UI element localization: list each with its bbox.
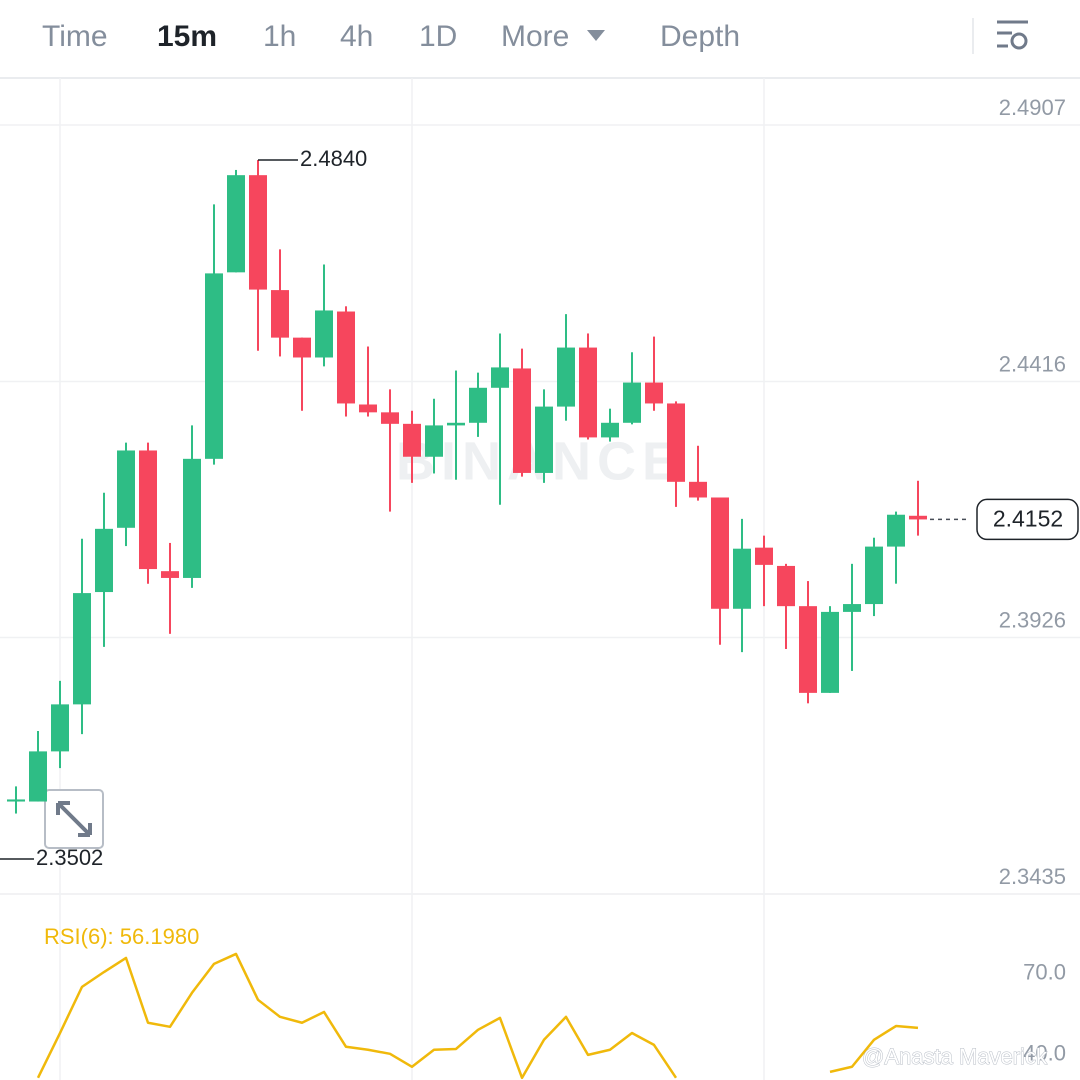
candle-body bbox=[381, 412, 399, 424]
tab[interactable]: 4h bbox=[340, 20, 373, 53]
candle-body bbox=[909, 515, 927, 520]
candle-body bbox=[117, 450, 135, 528]
candle-body bbox=[645, 382, 663, 404]
tab[interactable]: More bbox=[501, 20, 569, 53]
candle-body bbox=[139, 450, 157, 570]
candle-body bbox=[755, 547, 773, 565]
min-label: 2.3502 bbox=[36, 845, 103, 870]
candle-body bbox=[887, 514, 905, 547]
candle-body bbox=[865, 546, 883, 605]
candle-body bbox=[535, 406, 553, 473]
expand-button[interactable] bbox=[44, 789, 104, 849]
tab[interactable]: 1h bbox=[263, 20, 296, 53]
indicator-title: RSI(6): 56.1980 bbox=[44, 924, 199, 949]
candle-body bbox=[469, 387, 487, 423]
candle-body bbox=[95, 528, 113, 593]
candle-body bbox=[843, 604, 861, 612]
candle-body bbox=[183, 458, 201, 578]
y-tick-label: 2.3435 bbox=[999, 864, 1066, 889]
candle-body bbox=[227, 175, 245, 273]
dropdown-arrow bbox=[587, 30, 605, 41]
y-tick-label: 40.0 bbox=[1023, 1041, 1066, 1066]
chart-layer: BINANCE2.34352.39262.44162.49072.48402.3… bbox=[0, 95, 1080, 1080]
candle-body bbox=[161, 571, 179, 578]
tab[interactable]: Depth bbox=[660, 20, 740, 53]
tab[interactable]: 1D bbox=[419, 20, 457, 53]
y-tick-label: 2.3926 bbox=[999, 607, 1066, 632]
candle-body bbox=[293, 337, 311, 358]
candle-body bbox=[337, 311, 355, 404]
candle-body bbox=[249, 175, 267, 290]
candle-body bbox=[205, 273, 223, 459]
tab[interactable]: 15m bbox=[157, 20, 217, 53]
candle-body bbox=[271, 290, 289, 338]
last-price-box bbox=[976, 498, 1079, 541]
candle-body bbox=[51, 704, 69, 752]
candle-body bbox=[821, 611, 839, 693]
candle-body bbox=[491, 367, 509, 388]
candle-body bbox=[513, 368, 531, 473]
candle-body bbox=[667, 403, 685, 482]
candle-body bbox=[733, 548, 751, 609]
candle-body bbox=[29, 751, 47, 802]
candle-body bbox=[623, 382, 641, 423]
candle-body bbox=[579, 347, 597, 438]
y-tick-label: 2.4907 bbox=[999, 95, 1066, 120]
candle-body bbox=[557, 347, 575, 407]
candle-body bbox=[711, 497, 729, 609]
candle-body bbox=[601, 422, 619, 438]
candle-body bbox=[359, 404, 377, 413]
y-tick-label: 70.0 bbox=[1023, 960, 1066, 985]
y-tick-label: 2.4416 bbox=[999, 351, 1066, 376]
max-label: 2.4840 bbox=[300, 146, 367, 171]
candle-body bbox=[447, 422, 465, 426]
candle-body bbox=[73, 593, 91, 705]
last-price-label: 2.4152 bbox=[993, 506, 1063, 532]
tab[interactable]: Time bbox=[42, 20, 108, 53]
rsi-line bbox=[36, 952, 919, 1080]
candle-body bbox=[425, 425, 443, 457]
candle-body bbox=[689, 481, 707, 498]
candle-body bbox=[7, 799, 25, 802]
author-watermark: @Anasta Maverick bbox=[862, 1044, 1048, 1069]
candle-body bbox=[403, 423, 421, 457]
settings-icon[interactable] bbox=[997, 20, 1028, 50]
candle-body bbox=[799, 606, 817, 693]
candle-body bbox=[777, 565, 795, 607]
candle-body bbox=[315, 310, 333, 358]
